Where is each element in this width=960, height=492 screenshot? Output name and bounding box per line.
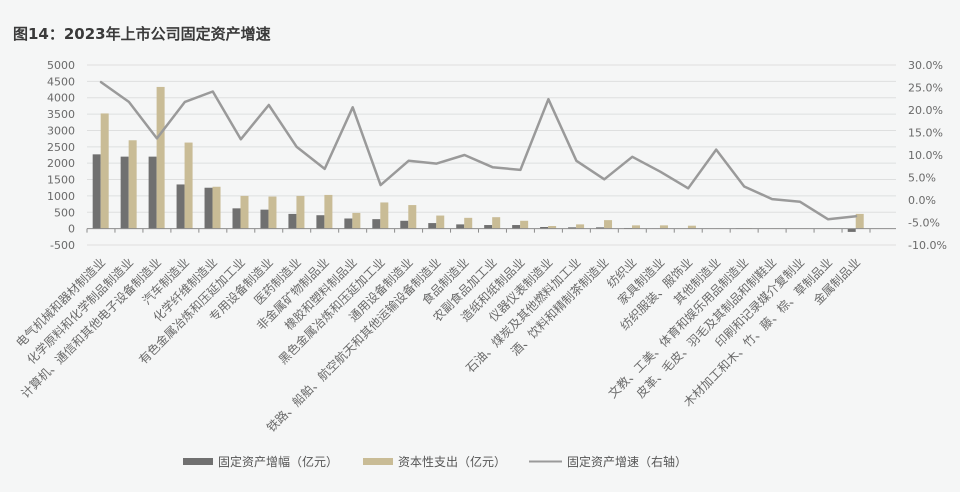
left-y-tick-label: 2500 <box>47 141 75 154</box>
bar-capex <box>687 225 696 229</box>
bar-fixed-asset-increase <box>148 156 157 229</box>
bar-fixed-asset-increase <box>120 156 129 229</box>
bar-fixed-asset-increase <box>596 227 605 229</box>
bar-fixed-asset-increase <box>372 219 381 229</box>
bar-capex <box>268 196 277 229</box>
bar-fixed-asset-increase <box>204 187 213 229</box>
right-y-tick-label: -10.0% <box>908 239 947 252</box>
bar-capex <box>492 217 501 229</box>
bar-capex <box>100 113 109 229</box>
left-y-tick-label: -500 <box>50 239 75 252</box>
x-axis-labels: 电气机械和器材制造业化学原料和化学制品制造业计算机、通信和其他电子设备制造业汽车… <box>13 255 864 435</box>
bar-capex <box>240 195 249 229</box>
x-axis <box>86 228 896 233</box>
bar-capex <box>548 226 557 229</box>
right-y-tick-label: 15.0% <box>908 127 943 140</box>
bar-capex <box>324 194 333 229</box>
bar-fixed-asset-increase <box>847 228 856 232</box>
bar-capex <box>380 202 389 229</box>
right-y-tick-label: 20.0% <box>908 104 943 117</box>
left-y-tick-label: 4500 <box>47 75 75 88</box>
legend-label-fixed-asset-increase: 固定资产增幅（亿元） <box>218 454 338 469</box>
legend-swatch-capex <box>363 458 393 465</box>
bar-fixed-asset-increase <box>92 154 101 229</box>
left-y-tick-label: 500 <box>54 206 75 219</box>
bar-fixed-asset-increase <box>512 225 521 229</box>
category-label: 化学原料和化学制品制造业 <box>24 255 136 367</box>
bar-fixed-asset-increase <box>428 223 437 229</box>
bar-series <box>92 86 864 232</box>
right-y-tick-label: 0.0% <box>908 194 936 207</box>
left-y-tick-label: 4000 <box>47 92 75 105</box>
left-y-tick-label: 5000 <box>47 59 75 72</box>
bar-capex <box>156 86 165 229</box>
chart-title: 图14：2023年上市公司固定资产增速 <box>13 25 271 43</box>
left-y-tick-label: 1500 <box>47 174 75 187</box>
right-y-tick-label: 5.0% <box>908 172 936 185</box>
bar-fixed-asset-increase <box>316 215 325 229</box>
bar-fixed-asset-increase <box>344 218 353 229</box>
bar-capex <box>520 220 529 229</box>
line-series <box>99 80 858 221</box>
left-y-tick-label: 3500 <box>47 108 75 121</box>
bar-fixed-asset-increase <box>484 225 493 229</box>
left-y-tick-label: 2000 <box>47 157 75 170</box>
bar-capex <box>659 225 668 229</box>
bar-fixed-asset-increase <box>288 213 297 229</box>
bar-capex <box>576 224 585 229</box>
growth-rate-line <box>99 80 858 221</box>
bar-fixed-asset-increase <box>400 220 409 229</box>
left-y-axis: 5000450040003500300025002000150010005000… <box>47 59 75 252</box>
bar-capex <box>184 142 193 229</box>
bar-capex <box>436 215 445 229</box>
right-y-axis: 30.0% 25.0% 20.0% 15.0% 10.0% 5.0% 0.0% -5.0% -1… <box>908 59 947 252</box>
bar-capex <box>855 213 864 229</box>
bar-capex <box>352 212 361 229</box>
bar-capex <box>408 205 417 229</box>
bar-capex <box>632 225 641 229</box>
bar-capex <box>212 186 221 229</box>
bar-capex <box>296 195 305 229</box>
left-y-tick-label: 1000 <box>47 190 75 203</box>
legend-swatch-fixed-asset-increase <box>183 458 213 465</box>
bar-capex <box>464 217 473 229</box>
gridlines <box>87 64 896 246</box>
left-y-tick-label: 0 <box>68 223 75 236</box>
bar-fixed-asset-increase <box>176 184 185 229</box>
bar-fixed-asset-increase <box>456 224 465 229</box>
right-y-tick-label: -5.0% <box>908 217 940 230</box>
left-y-tick-label: 3000 <box>47 124 75 137</box>
right-y-tick-label: 30.0% <box>908 59 943 72</box>
legend-label-growth-rate: 固定资产增速（右轴） <box>567 454 687 469</box>
legend-label-capex: 资本性支出（亿元） <box>398 454 506 469</box>
bar-fixed-asset-increase <box>568 227 577 229</box>
bar-fixed-asset-increase <box>260 209 269 229</box>
bar-capex <box>604 220 613 229</box>
right-y-tick-label: 10.0% <box>908 149 943 162</box>
bar-fixed-asset-increase <box>232 208 241 229</box>
right-y-tick-label: 25.0% <box>908 82 943 95</box>
bar-capex <box>128 140 137 229</box>
legend: 固定资产增幅（亿元） 资本性支出（亿元） 固定资产增速（右轴） <box>183 454 687 469</box>
bar-fixed-asset-increase <box>540 227 549 229</box>
